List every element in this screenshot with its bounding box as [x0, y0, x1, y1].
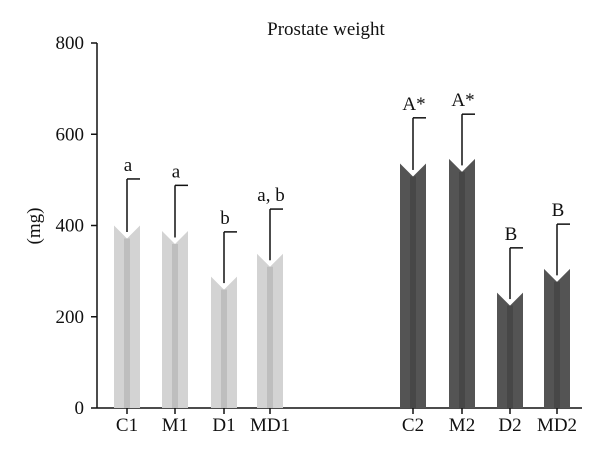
annotation-md2: B — [552, 200, 565, 221]
annotations: a a b a, b A* A* B B — [124, 90, 565, 245]
annotation-m2: A* — [451, 90, 474, 111]
x-tick-label-md2: MD2 — [537, 415, 577, 436]
annotation-d1: b — [220, 208, 230, 229]
x-tick-label-c1: C1 — [116, 415, 138, 436]
bar-shade-md1 — [267, 266, 273, 408]
bars — [114, 158, 570, 408]
x-tick-label-md1: MD1 — [250, 415, 290, 436]
bar-shade-d1 — [221, 289, 227, 408]
bar-shade-md2 — [554, 281, 560, 408]
bar-shade-m2 — [459, 171, 465, 408]
annotation-d2: B — [505, 224, 518, 245]
y-axis-label: (mg) — [24, 208, 45, 245]
x-tick-label-d2: D2 — [498, 415, 521, 436]
x-tick-label-m1: M1 — [162, 415, 188, 436]
annotation-md1: a, b — [257, 185, 284, 206]
x-tick-label-m2: M2 — [449, 415, 475, 436]
x-ticks: C1 M1 D1 MD1 C2 M2 D2 MD2 — [116, 408, 577, 436]
error-bars — [126, 113, 570, 300]
annotation-m1: a — [172, 161, 181, 182]
bar-shade-d2 — [507, 305, 513, 408]
y-ticks: 0 200 400 600 800 — [56, 33, 97, 419]
y-tick-label-4: 800 — [56, 33, 85, 54]
y-tick-label-0: 0 — [75, 398, 85, 419]
bar-shade-c2 — [410, 176, 416, 408]
chart-title: Prostate weight — [267, 19, 385, 40]
y-tick-label-1: 200 — [56, 307, 85, 328]
x-tick-label-d1: D1 — [212, 415, 235, 436]
y-tick-label-2: 400 — [56, 216, 85, 237]
bar-shade-c1 — [124, 238, 130, 408]
x-tick-label-c2: C2 — [402, 415, 424, 436]
y-tick-label-3: 600 — [56, 124, 85, 145]
bar-shade-m1 — [172, 243, 178, 408]
annotation-c2: A* — [402, 94, 425, 115]
annotation-c1: a — [124, 155, 133, 176]
